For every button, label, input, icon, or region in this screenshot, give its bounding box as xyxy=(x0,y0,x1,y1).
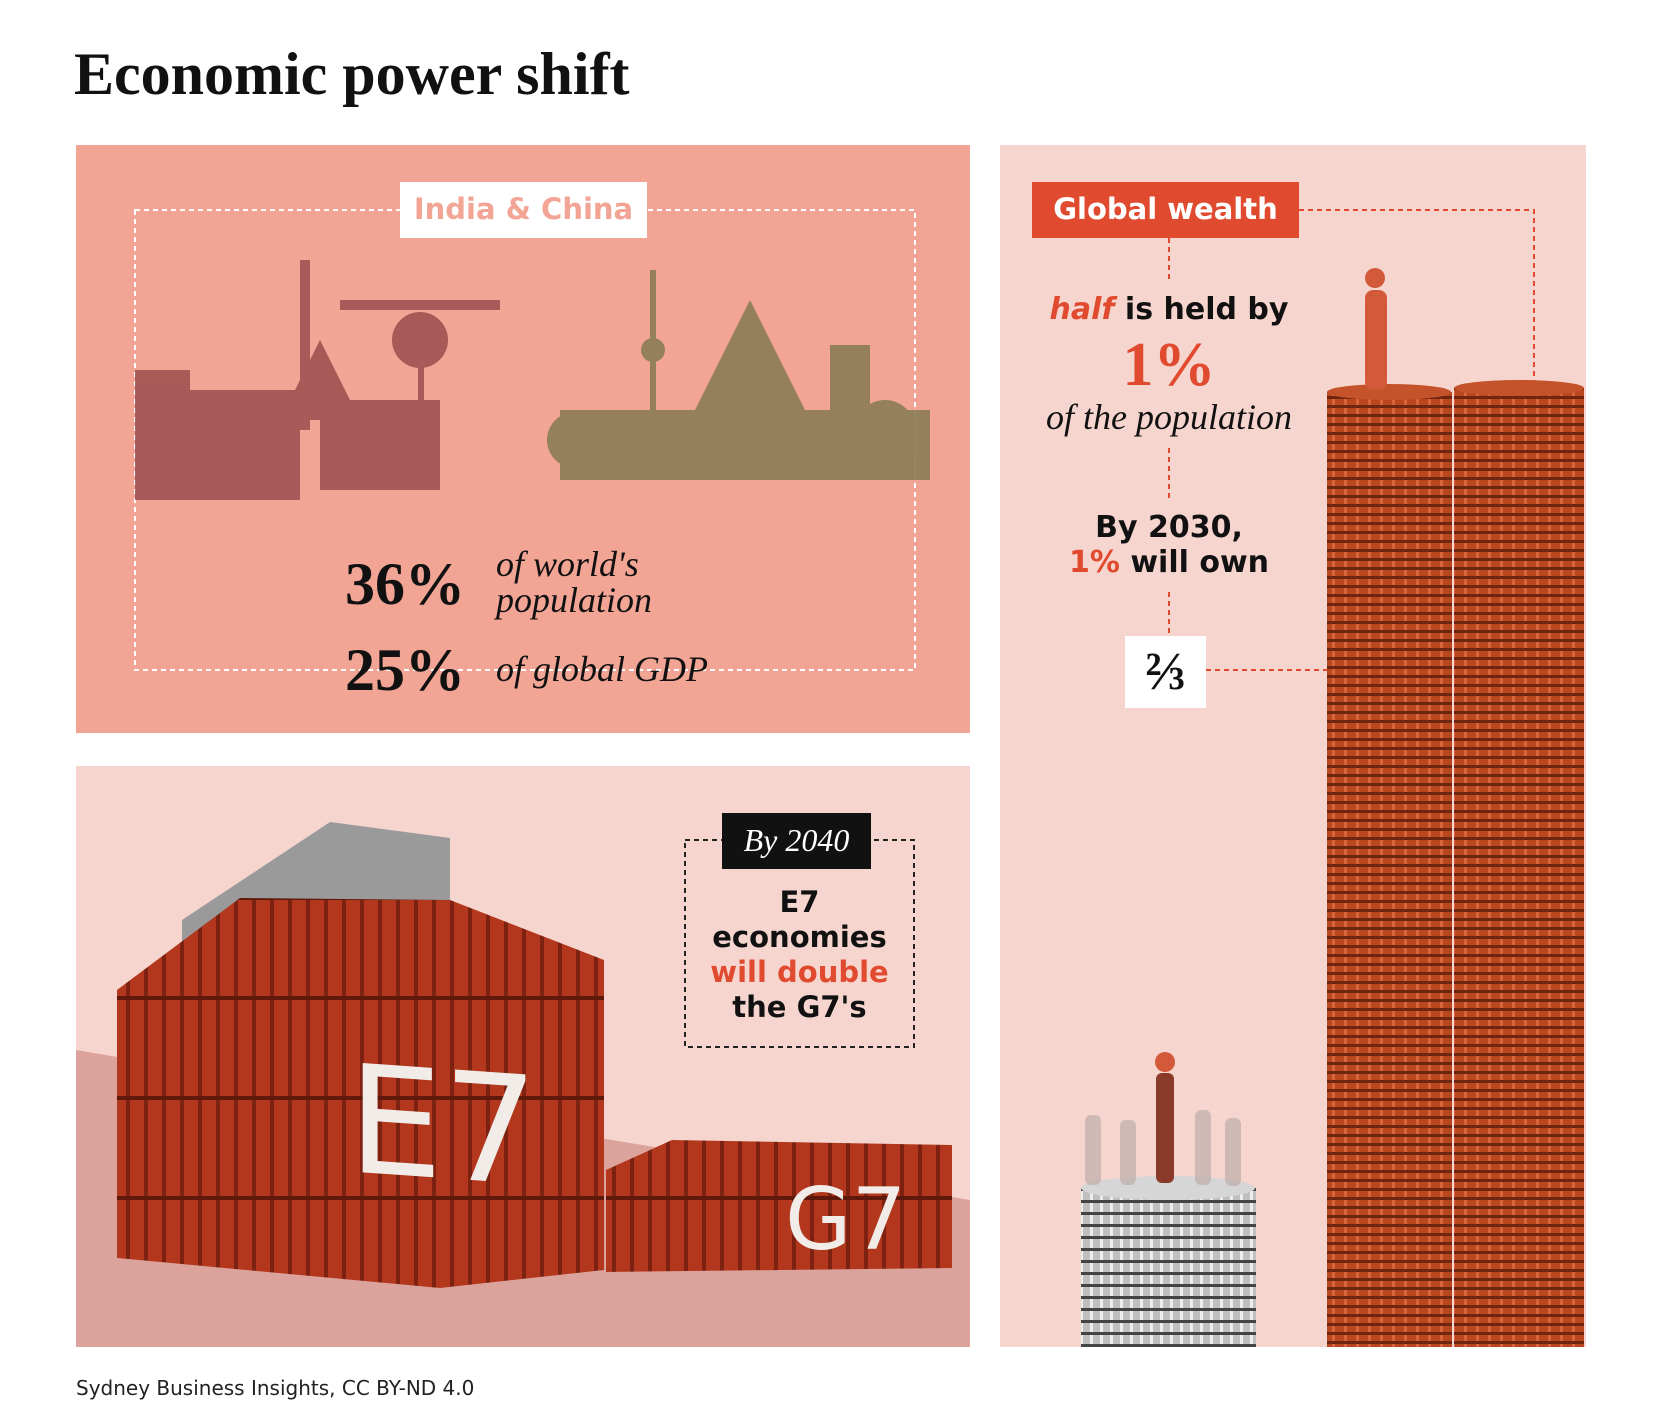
title: Economic power shift xyxy=(74,41,630,107)
emphasis: half xyxy=(1049,292,1115,327)
callout: E7 economies will double the G7's xyxy=(685,885,914,1025)
stat-text: of world's population xyxy=(496,544,653,620)
india-illustration xyxy=(135,260,500,500)
stat-value: 36% xyxy=(345,551,465,617)
text: will own xyxy=(1130,545,1270,580)
big-stat: 1% xyxy=(1122,331,1216,399)
dashed-box xyxy=(684,839,915,1048)
containers-illustration xyxy=(117,822,952,1288)
badge: By 2040 xyxy=(743,822,850,858)
stat-text: of global GDP xyxy=(496,649,708,689)
figures xyxy=(1155,268,1387,1183)
text-line: will double xyxy=(710,955,889,989)
coin-stacks xyxy=(1081,380,1584,1347)
text-line: the G7's xyxy=(732,990,867,1024)
section-label: Global wealth xyxy=(1053,192,1278,226)
container-label: E7 xyxy=(348,1033,539,1221)
emphasis: 1% xyxy=(1068,545,1120,580)
text-line: E7 xyxy=(779,885,820,919)
text-line: By 2030, xyxy=(1095,510,1243,545)
fraction: ⅔ xyxy=(1145,641,1186,701)
china-illustration xyxy=(547,270,930,480)
text-line: 1% will own xyxy=(1030,545,1308,580)
source: Sydney Business Insights, CC BY-ND 4.0 xyxy=(76,1376,475,1400)
connectors xyxy=(1168,209,1535,671)
text-line: of the population xyxy=(1046,397,1292,437)
stat-value: 25% xyxy=(345,637,465,703)
section-label: India & China xyxy=(413,192,634,226)
text-line: half is held by xyxy=(1030,292,1308,327)
container-label: G7 xyxy=(785,1170,907,1270)
text: is held by xyxy=(1124,292,1289,327)
text-line: economies xyxy=(712,920,887,954)
